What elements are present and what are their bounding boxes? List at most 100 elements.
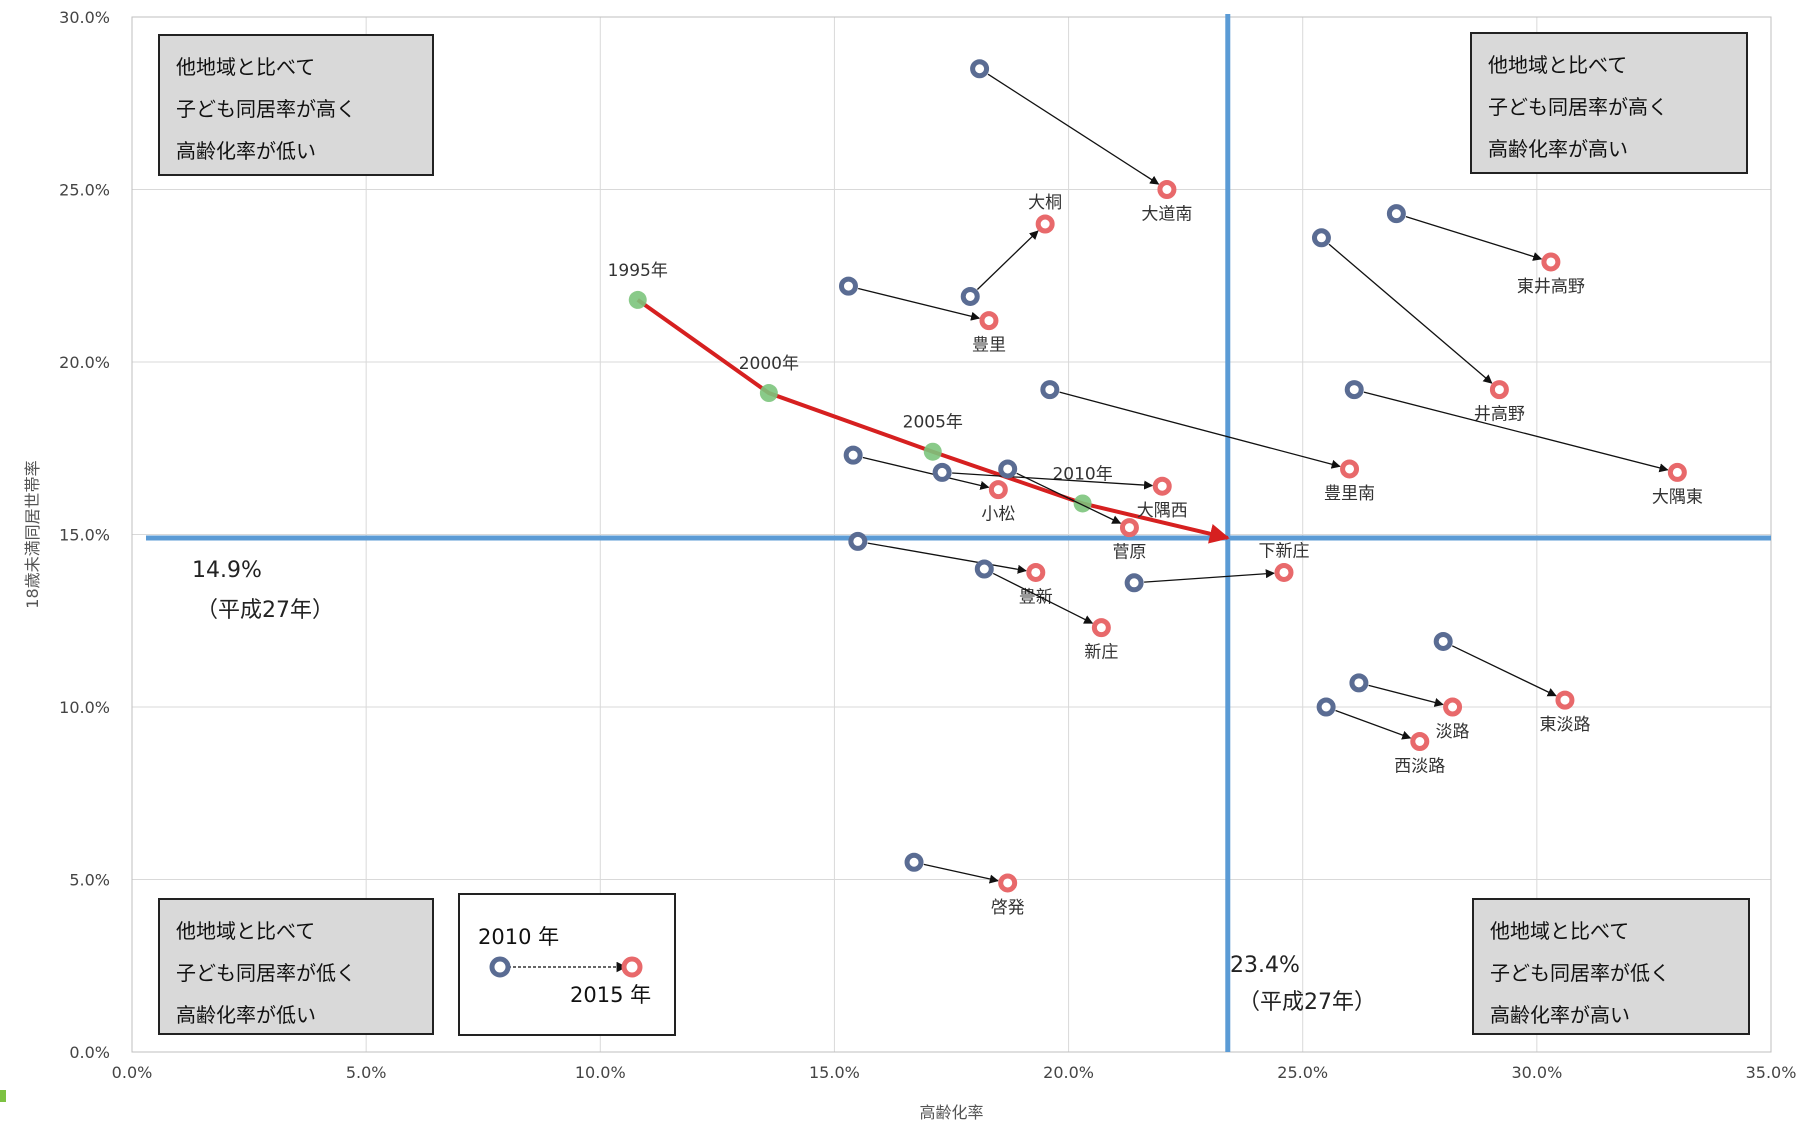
region-2010-point [848, 531, 868, 551]
v-ref-value: 23.4% [1230, 953, 1300, 978]
region-2010-point [1433, 631, 1453, 651]
region-change-arrow [1363, 391, 1669, 473]
y-tick-label: 0.0% [69, 1043, 110, 1062]
region-2015-point [1274, 562, 1294, 582]
region-2010-point [998, 459, 1018, 479]
y-tick-label: 10.0% [59, 698, 110, 717]
region-2015-point [1091, 618, 1111, 638]
trend-point-label: 2005年 [903, 413, 963, 433]
region-2015-point [1026, 562, 1046, 582]
quadrant-line: 子ども同居率が高く [176, 97, 356, 121]
region-2015-point [1541, 252, 1561, 272]
trend-point [759, 384, 778, 403]
h-ref-label: 14.9% [192, 558, 262, 583]
quadrant-line: 高齢化率が低い [176, 139, 316, 163]
y-tick-label: 20.0% [59, 353, 110, 372]
region-2015-point [1489, 380, 1509, 400]
region-2010-point [1124, 573, 1144, 593]
region-2010-point [1040, 380, 1060, 400]
region-change-arrow [1368, 684, 1444, 707]
y-tick-label: 5.0% [69, 871, 110, 890]
h-ref-sublabel: （平成27年） [196, 598, 334, 623]
y-tick-label: 25.0% [59, 181, 110, 200]
region-2015-point [1667, 462, 1687, 482]
region-2015-point [1157, 180, 1177, 199]
x-tick-label: 15.0% [809, 1063, 860, 1082]
quadrant-top-left: 他地域と比べて 子ども同居率が高く 高齢化率が低い [158, 34, 434, 176]
region-change-arrow [1059, 391, 1341, 469]
region-2015-point [1555, 690, 1575, 710]
region-2010-point [1386, 204, 1406, 224]
quadrant-line: 子ども同居率が低く [1490, 961, 1670, 985]
legend-to-label: 2015 年 [570, 983, 652, 1007]
region-change-arrow [867, 542, 1027, 574]
quadrant-line: 子ども同居率が低く [176, 961, 356, 985]
region-change-arrow [987, 73, 1160, 185]
region-2010-point [1344, 380, 1364, 400]
region-2015-point [1443, 697, 1463, 717]
region-2015-point [1035, 214, 1055, 234]
y-tick-label: 30.0% [59, 8, 110, 27]
region-label: 大隅西 [1137, 501, 1188, 521]
region-label: 啓発 [991, 898, 1025, 918]
region-2010-point [1311, 228, 1331, 248]
x-tick-label: 10.0% [575, 1063, 626, 1082]
region-change-arrow [1405, 216, 1543, 261]
x-tick-label: 5.0% [346, 1063, 387, 1082]
quadrant-line: 高齢化率が高い [1488, 137, 1628, 161]
region-change-arrow [952, 472, 1154, 490]
h-ref-value: 14.9% [192, 558, 262, 583]
legend-from-label: 2010 年 [478, 925, 560, 949]
region-change-arrow [858, 287, 981, 321]
x-tick-label: 30.0% [1511, 1063, 1562, 1082]
region-change-arrow [862, 456, 990, 490]
trend-point [1073, 494, 1092, 513]
quadrant-line: 他地域と比べて [1490, 919, 1630, 943]
region-label: 菅原 [1112, 543, 1146, 563]
region-2010-point [1316, 697, 1336, 717]
region-label: 東淡路 [1539, 715, 1590, 735]
trend-point-label: 2000年 [739, 354, 799, 374]
x-tick-label: 25.0% [1277, 1063, 1328, 1082]
y-tick-label: 15.0% [59, 526, 110, 545]
quadrant-line: 他地域と比べて [1488, 53, 1628, 77]
region-2010-point [843, 445, 863, 465]
region-label: 新庄 [1084, 643, 1118, 663]
grid-lines [131, 16, 1772, 1053]
region-2010-point [904, 852, 924, 872]
region-2010-point [974, 559, 994, 579]
quadrant-line: 他地域と比べて [176, 55, 316, 79]
axes: 0.0% 5.0% 10.0% 15.0% 20.0% 25.0% 30.0% 35.0% 0.… [23, 8, 1796, 1122]
region-change-arrow [992, 572, 1094, 624]
region-change-arrow [1144, 569, 1275, 583]
v-ref-sublabel: （平成27年） [1238, 990, 1376, 1015]
region-label: 大隅東 [1652, 487, 1703, 507]
legend-2010-marker [489, 956, 511, 978]
region-label: 大道南 [1141, 205, 1192, 225]
region-label: 井高野 [1474, 405, 1525, 425]
region-2015-point [1119, 518, 1139, 538]
region-2010-point [838, 276, 858, 296]
legend-2015-marker [621, 956, 643, 978]
region-2010-point [970, 59, 990, 79]
region-2015-point [1340, 459, 1360, 479]
region-label: 東井高野 [1517, 277, 1585, 297]
region-2015-point [1152, 476, 1172, 496]
plot-area [131, 16, 1772, 1053]
x-tick-label: 35.0% [1746, 1063, 1797, 1082]
region-label: 豊新 [1019, 587, 1053, 607]
quadrant-top-right: 他地域と比べて 子ども同居率が高く 高齢化率が高い [1470, 32, 1748, 174]
quadrant-bottom-right: 他地域と比べて 子ども同居率が低く 高齢化率が高い [1472, 898, 1750, 1035]
region-2015-point [998, 873, 1018, 893]
legend: 2010 年 2015 年 [458, 893, 676, 1036]
trend-point-label: 1995年 [608, 261, 668, 281]
region-label: 小松 [981, 505, 1015, 525]
region-change-arrow [976, 230, 1039, 290]
x-axis-label: 高齢化率 [919, 1103, 983, 1122]
quadrant-line: 高齢化率が低い [176, 1003, 316, 1027]
region-change-arrow [1451, 645, 1557, 697]
x-tick-label: 20.0% [1043, 1063, 1094, 1082]
trend-series: 1995年 2000年 2005年 2010年 [608, 261, 1230, 544]
